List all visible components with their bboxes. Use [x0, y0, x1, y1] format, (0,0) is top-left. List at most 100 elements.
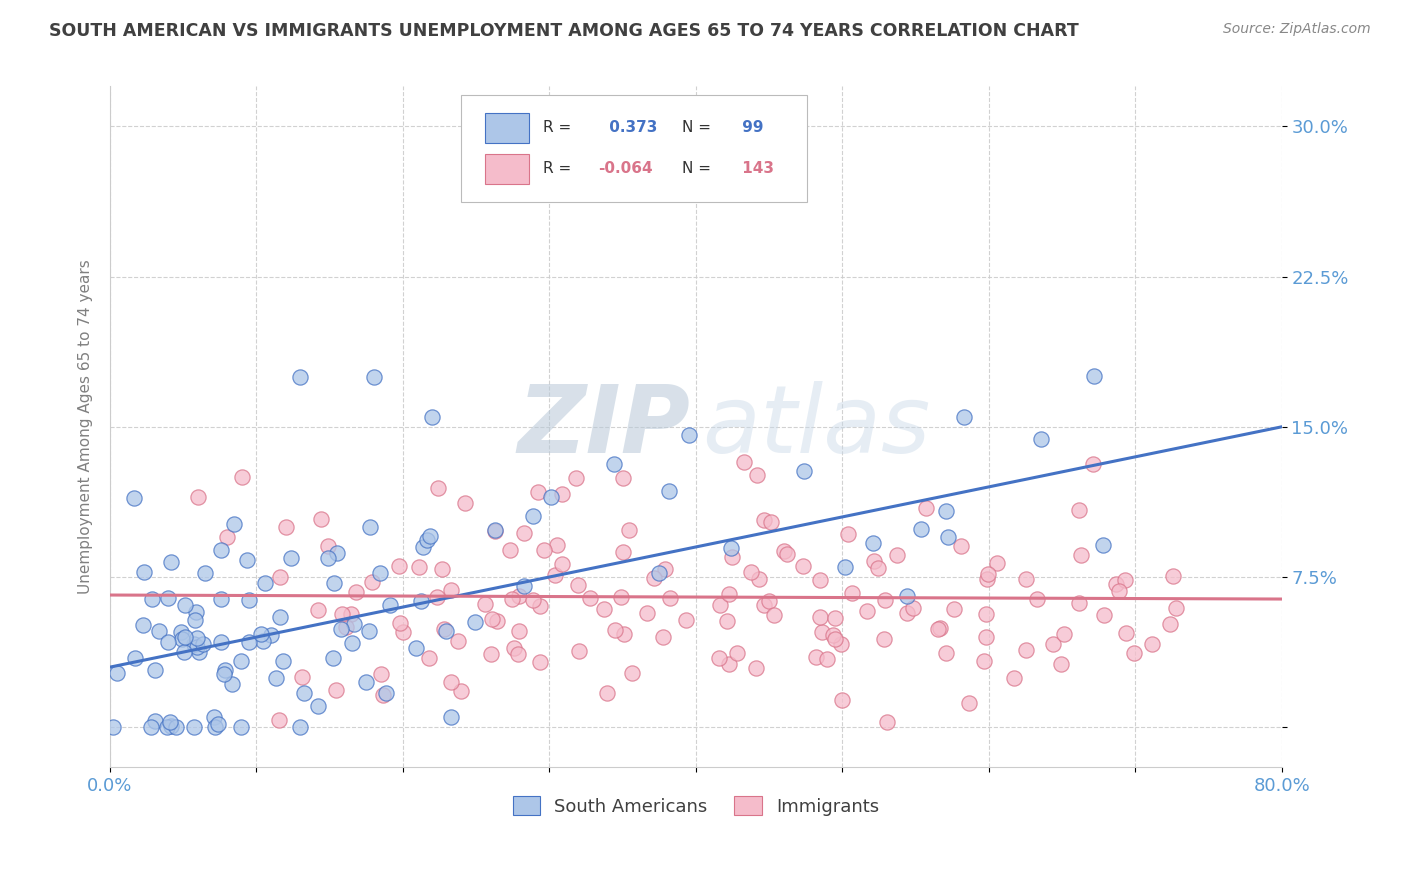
Point — [1053, 627, 1076, 641]
Point — [420, 409, 443, 424]
Point — [873, 593, 896, 607]
Point — [290, 369, 312, 384]
Point — [709, 598, 731, 612]
Point — [717, 657, 740, 671]
Point — [288, 720, 311, 734]
Point — [896, 589, 918, 603]
Point — [863, 554, 886, 568]
Point — [419, 529, 441, 543]
Point — [103, 720, 125, 734]
Point — [759, 516, 782, 530]
Point — [508, 624, 530, 638]
Point — [508, 589, 530, 603]
Point — [184, 606, 207, 620]
Point — [1105, 577, 1128, 591]
Point — [529, 599, 551, 614]
Point — [238, 635, 260, 649]
Point — [143, 663, 166, 677]
Point — [793, 464, 815, 478]
Point — [202, 710, 225, 724]
Point — [733, 455, 755, 469]
Point — [773, 543, 796, 558]
Point — [183, 613, 205, 627]
Point — [873, 632, 896, 647]
Point — [1042, 637, 1064, 651]
Point — [752, 598, 775, 612]
Point — [716, 614, 738, 628]
Point — [484, 523, 506, 537]
Point — [834, 560, 856, 574]
Point — [474, 597, 496, 611]
Point — [936, 531, 959, 545]
Point — [810, 624, 832, 639]
Point — [830, 637, 852, 651]
Point — [1070, 548, 1092, 562]
Point — [837, 527, 859, 541]
Point — [271, 654, 294, 668]
Text: N =: N = — [682, 161, 711, 177]
Point — [605, 623, 627, 637]
Point — [1083, 369, 1105, 384]
Point — [675, 613, 697, 627]
Point — [862, 536, 884, 550]
Point — [1114, 573, 1136, 587]
Point — [808, 609, 831, 624]
Point — [1108, 583, 1130, 598]
Point — [815, 652, 838, 666]
Point — [316, 539, 339, 553]
Point — [229, 720, 252, 734]
Point — [170, 632, 193, 646]
Point — [502, 640, 524, 655]
FancyBboxPatch shape — [485, 153, 530, 184]
Point — [745, 467, 768, 482]
Point — [389, 616, 412, 631]
Text: R =: R = — [544, 161, 572, 177]
Point — [935, 646, 957, 660]
FancyBboxPatch shape — [485, 113, 530, 143]
Point — [409, 593, 432, 607]
Point — [565, 470, 588, 484]
Point — [214, 667, 236, 681]
Point — [886, 548, 908, 562]
Point — [652, 630, 675, 644]
Point — [378, 598, 401, 612]
Point — [540, 491, 562, 505]
Point — [707, 650, 730, 665]
Point — [207, 716, 229, 731]
Point — [183, 637, 205, 651]
Point — [464, 615, 486, 629]
Point — [1115, 626, 1137, 640]
Point — [447, 634, 470, 648]
Point — [942, 602, 965, 616]
Point — [544, 568, 567, 582]
Point — [340, 607, 363, 621]
Point — [122, 491, 145, 505]
Point — [1015, 642, 1038, 657]
Point — [343, 617, 366, 632]
Point — [973, 654, 995, 668]
Point — [1067, 503, 1090, 517]
Point — [868, 561, 890, 575]
Point — [643, 571, 665, 585]
Point — [214, 663, 236, 677]
Point — [186, 640, 208, 654]
Point — [957, 696, 980, 710]
Point — [359, 520, 381, 534]
Point — [831, 693, 853, 707]
Point — [1050, 657, 1073, 671]
Point — [357, 624, 380, 638]
Point — [609, 590, 631, 604]
Point — [568, 644, 591, 658]
Point — [896, 607, 918, 621]
Point — [412, 541, 434, 555]
Point — [876, 714, 898, 729]
Point — [654, 562, 676, 576]
Point — [776, 547, 799, 561]
Point — [430, 562, 453, 576]
Point — [354, 674, 377, 689]
Point — [725, 646, 748, 660]
Point — [156, 634, 179, 648]
Point — [141, 720, 163, 734]
Point — [238, 593, 260, 607]
Point — [159, 714, 181, 729]
